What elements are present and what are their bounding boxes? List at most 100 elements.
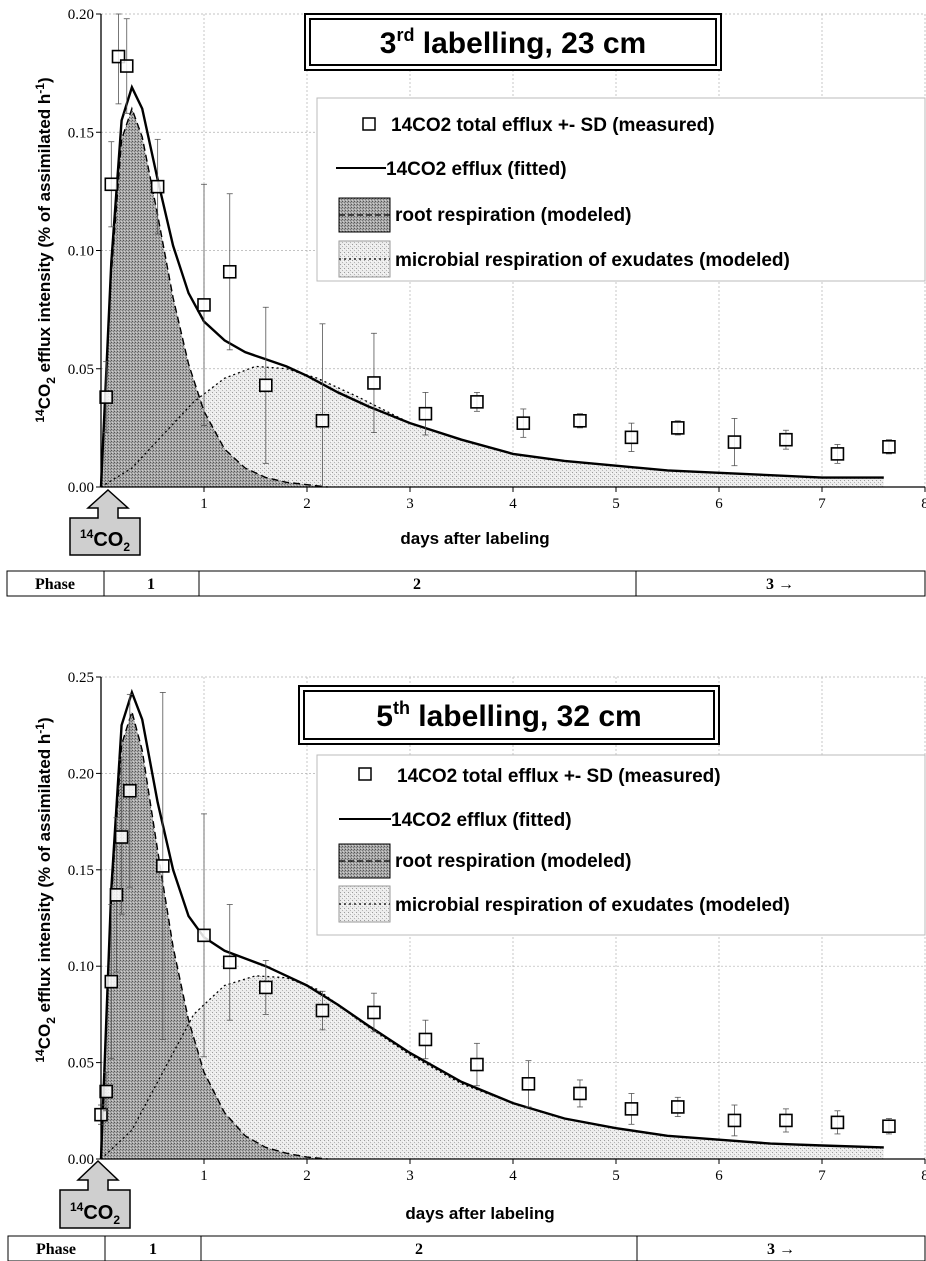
chart1-root-line bbox=[100, 106, 328, 488]
chart1-phase-3: 3 → bbox=[766, 576, 794, 593]
chart2-legend-marker-measured bbox=[358, 767, 372, 781]
chart2-x-tick-label: 2 bbox=[303, 1168, 311, 1184]
chart2-measured-point bbox=[470, 1057, 484, 1072]
chart1-legend-measured: 14CO2 total efflux +- SD (measured) bbox=[391, 115, 715, 136]
chart2-axes: 0.00 0.05 0.10 0.15 0.20 0.25 1 2 3 4 5 6 7 8 bbox=[68, 670, 926, 1184]
chart2-y-tick-label: 0.00 bbox=[68, 1152, 94, 1168]
chart1-y-tick-label: 0.05 bbox=[68, 362, 94, 378]
chart1-x-tick-label: 8 bbox=[921, 496, 926, 512]
chart1-title-box: 3rd labelling, 23 cm bbox=[304, 13, 722, 71]
chart2-measured-point bbox=[109, 888, 124, 902]
chart2-x-tick-label: 6 bbox=[715, 1168, 723, 1184]
chart1-measured-point bbox=[119, 59, 134, 73]
chart2-x-tick-label: 8 bbox=[921, 1168, 926, 1184]
chart1-phase-2: 2 bbox=[413, 576, 421, 593]
chart2-y-tick-label: 0.25 bbox=[68, 670, 94, 686]
chart2-measured-point bbox=[727, 1113, 742, 1128]
chart1-measured-point bbox=[670, 421, 685, 435]
chart1-legend-fitted: 14CO2 efflux (fitted) bbox=[386, 159, 567, 180]
chart2-y-tick-label: 0.20 bbox=[68, 766, 94, 782]
chart2-points bbox=[94, 692, 896, 1137]
chart1-measured-point bbox=[150, 179, 165, 194]
chart2-microbial-area bbox=[101, 975, 884, 1159]
chart1-co2-pulse-label: 14CO2 bbox=[80, 527, 130, 554]
chart2-measured-point bbox=[367, 1005, 381, 1020]
chart2-measured-point bbox=[670, 1100, 685, 1114]
chart1-x-tick-label: 6 bbox=[715, 496, 723, 512]
chart2-x-tick-label: 7 bbox=[818, 1168, 826, 1184]
chart1-title: 3rd labelling, 23 cm bbox=[380, 25, 646, 60]
chart1-measured-point bbox=[779, 432, 793, 447]
chart1-x-tick-label: 3 bbox=[406, 496, 414, 512]
chart1-fitted-line bbox=[99, 84, 884, 488]
chart1-phase-1: 1 bbox=[147, 576, 155, 593]
chart2-areas bbox=[101, 711, 884, 1159]
chart1-legend: 14CO2 total efflux +- SD (measured) 14CO… bbox=[316, 97, 926, 282]
chart2-measured-point bbox=[573, 1086, 587, 1101]
chart2-co2-pulse-label: 14CO2 bbox=[70, 1200, 120, 1227]
chart1-root-area bbox=[101, 108, 328, 487]
chart2-legend-microbial: microbial respiration of exudates (model… bbox=[395, 895, 790, 916]
chart1-x-axis-title: days after labeling bbox=[400, 529, 549, 548]
chart2-measured-point bbox=[830, 1115, 845, 1130]
chart1-co2-pulse-arrow: 14CO2 bbox=[69, 488, 141, 556]
chart1-axes: 0.00 0.05 0.10 0.15 0.20 1 2 3 4 5 6 7 8 bbox=[68, 7, 926, 512]
chart1-y-axis-title: 14CO2 efflux intensity (% of assimilated… bbox=[33, 77, 58, 422]
chart2-measured-point bbox=[104, 974, 119, 989]
chart2-y-tick-label: 0.10 bbox=[68, 959, 94, 975]
chart1-x-tick-label: 2 bbox=[303, 496, 311, 512]
chart1-measured-point bbox=[573, 413, 587, 428]
chart2-phase-row: Phase 1 2 3 → bbox=[7, 1235, 926, 1261]
chart1-phase-label: Phase bbox=[35, 576, 75, 593]
chart1-x-tick-label: 5 bbox=[612, 496, 620, 512]
chart2-measured-point bbox=[779, 1113, 793, 1128]
chart1-x-tick-label: 4 bbox=[509, 496, 517, 512]
chart2-lines bbox=[99, 688, 884, 1160]
chart2-measured-point bbox=[156, 859, 170, 873]
chart2-title-box: 5th labelling, 32 cm bbox=[298, 685, 720, 745]
chart2-y-tick-label: 0.05 bbox=[68, 1056, 94, 1072]
chart1-measured-point bbox=[882, 439, 896, 454]
chart2-measured-point bbox=[123, 783, 137, 798]
chart2-legend-measured: 14CO2 total efflux +- SD (measured) bbox=[397, 766, 721, 787]
chart1-measured-point bbox=[516, 416, 531, 430]
chart1-y-tick-label: 0.15 bbox=[68, 125, 94, 141]
chart1-measured-point bbox=[830, 447, 845, 461]
chart2-measured-point bbox=[258, 980, 273, 995]
chart2-phase-1: 1 bbox=[149, 1241, 157, 1258]
chart1-x-tick-label: 7 bbox=[818, 496, 826, 512]
chart1-areas bbox=[101, 108, 884, 487]
chart2-legend-root: root respiration (modeled) bbox=[395, 851, 631, 872]
chart2-fitted-line bbox=[99, 688, 884, 1160]
chart2-root-area bbox=[101, 711, 328, 1159]
chart1-points bbox=[99, 13, 896, 488]
chart2-measured-point bbox=[882, 1119, 896, 1134]
chart1-legend-marker-root bbox=[338, 197, 391, 233]
chart2-x-axis-title: days after labeling bbox=[405, 1204, 554, 1223]
chart1-measured-point bbox=[222, 264, 237, 279]
chart2-x-tick-label: 3 bbox=[406, 1168, 414, 1184]
chart2-legend: 14CO2 total efflux +- SD (measured) 14CO… bbox=[316, 754, 926, 936]
chart1-measured-point bbox=[197, 298, 211, 312]
chart1-measured-point bbox=[624, 430, 639, 445]
chart2-measured-point bbox=[521, 1077, 536, 1091]
chart1-measured-point bbox=[470, 395, 484, 409]
chart2-title: 5th labelling, 32 cm bbox=[376, 698, 641, 733]
chart1-legend-root: root respiration (modeled) bbox=[395, 205, 631, 226]
chart2-legend-marker-root bbox=[338, 843, 391, 879]
chart1-measured-point bbox=[315, 413, 330, 428]
chart-3rd-labelling: 0.00 0.05 0.10 0.15 0.20 1 2 3 4 5 6 7 8 3rd labelli… bbox=[6, 7, 926, 597]
chart2-x-tick-label: 4 bbox=[509, 1168, 517, 1184]
chart1-measured-point bbox=[367, 376, 381, 390]
chart1-microbial-area bbox=[101, 366, 884, 487]
chart2-measured-point bbox=[418, 1032, 433, 1047]
chart2-y-axis-title: 14CO2 efflux intensity (% of assimilated… bbox=[33, 717, 58, 1062]
chart2-measured-point bbox=[315, 1003, 330, 1018]
chart2-root-line bbox=[100, 709, 328, 1160]
chart1-measured-point bbox=[99, 390, 113, 404]
chart1-y-tick-label: 0.20 bbox=[68, 7, 94, 23]
chart2-microbial-line bbox=[100, 975, 884, 1160]
chart2-phase-3: 3 → bbox=[767, 1241, 795, 1258]
chart2-x-tick-label: 5 bbox=[612, 1168, 620, 1184]
